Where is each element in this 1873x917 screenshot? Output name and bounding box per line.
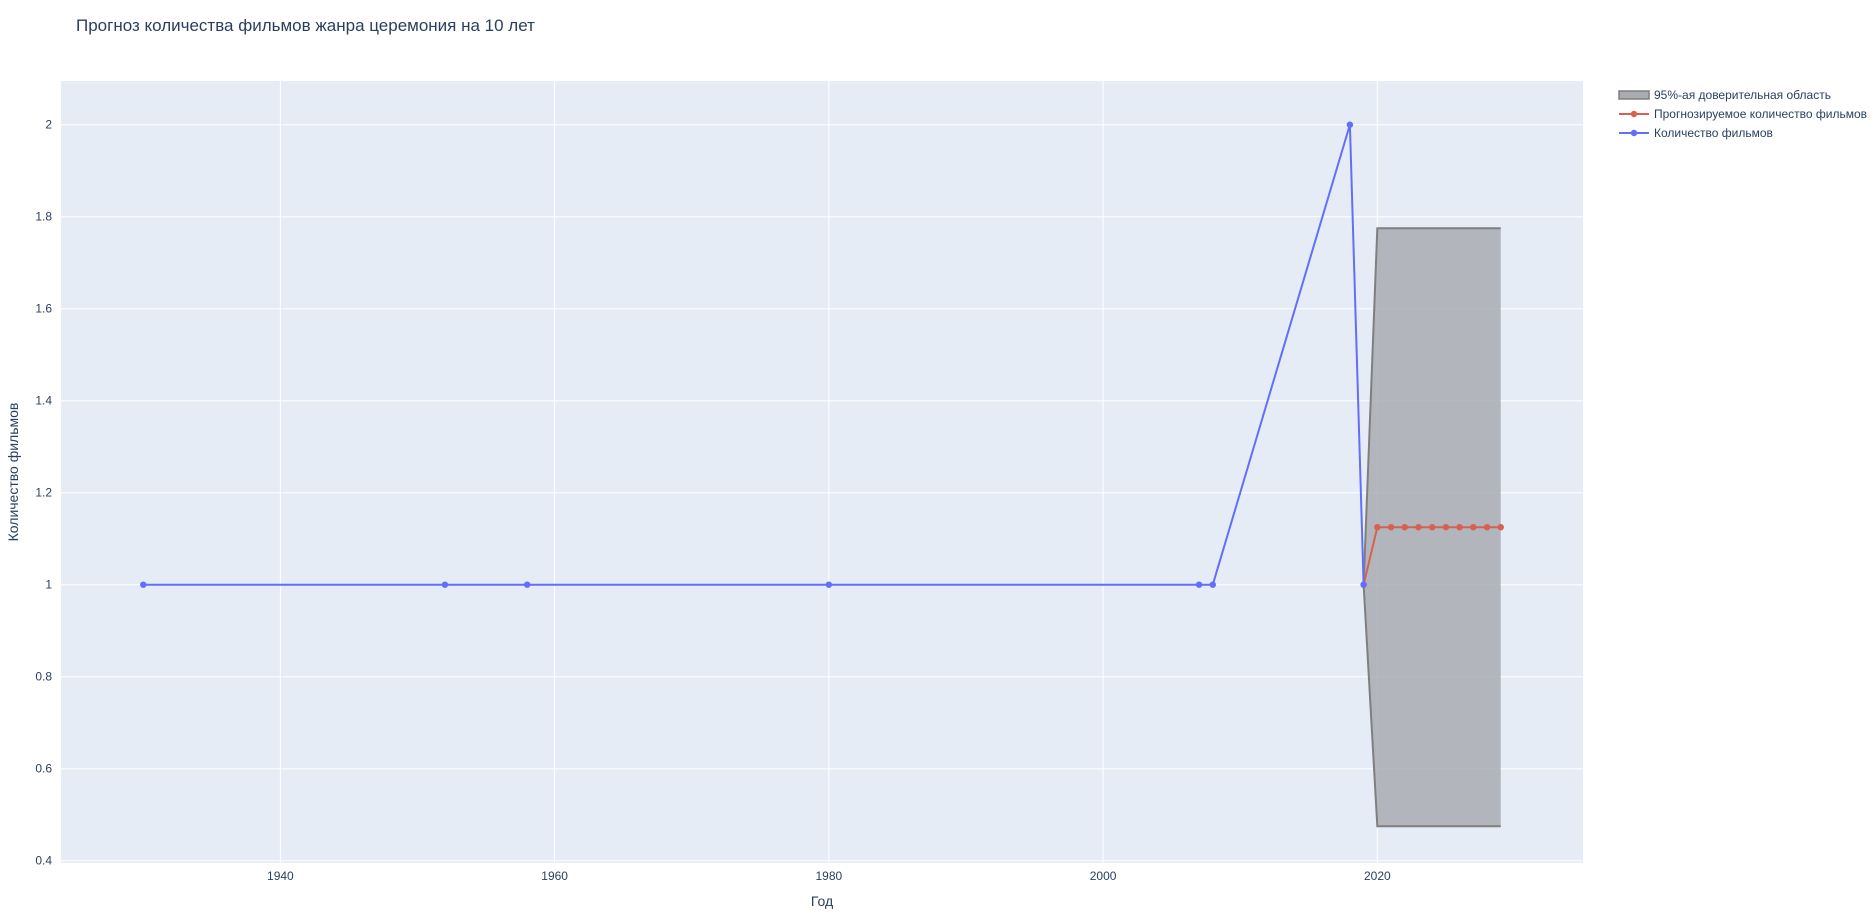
forecast-point[interactable] bbox=[1401, 524, 1408, 531]
plot-background bbox=[61, 81, 1583, 863]
forecast-point[interactable] bbox=[1483, 524, 1491, 531]
legend-label: 95%-ая доверительная область bbox=[1654, 88, 1831, 102]
y-tick-label: 1.4 bbox=[35, 394, 52, 408]
forecast-point[interactable] bbox=[1415, 524, 1422, 531]
actual-point[interactable] bbox=[1346, 121, 1354, 128]
actual-line bbox=[143, 124, 1365, 586]
actual-series bbox=[140, 121, 1367, 588]
y-tick-label: 1.6 bbox=[35, 302, 52, 316]
actual-point[interactable] bbox=[140, 581, 147, 588]
legend-label: Прогнозируемое количество фильмов bbox=[1654, 107, 1867, 121]
forecast-point[interactable] bbox=[1428, 524, 1436, 531]
legend-swatch-marker bbox=[1630, 110, 1638, 118]
y-tick-label: 2 bbox=[45, 118, 52, 132]
forecast-point[interactable] bbox=[1442, 524, 1450, 531]
forecast-point[interactable] bbox=[1497, 524, 1504, 531]
y-tick-label: 1 bbox=[45, 578, 52, 592]
legend-item[interactable]: 95%-ая доверительная область bbox=[1618, 88, 1831, 102]
forecast-point[interactable] bbox=[1456, 524, 1463, 531]
legend-item[interactable]: Количество фильмов bbox=[1619, 126, 1773, 140]
forecast-series bbox=[1360, 524, 1504, 588]
actual-point[interactable] bbox=[441, 581, 449, 588]
actual-point[interactable] bbox=[1360, 581, 1367, 588]
legend-label: Количество фильмов bbox=[1654, 126, 1773, 140]
confidence-band-lower bbox=[1362, 584, 1501, 828]
forecast-point[interactable] bbox=[1470, 524, 1477, 531]
actual-point[interactable] bbox=[825, 581, 833, 588]
y-tick-label: 0.4 bbox=[35, 854, 52, 868]
y-tick-label: 1.8 bbox=[35, 210, 52, 224]
confidence-band-upper bbox=[1362, 227, 1501, 585]
y-tick-label: 0.8 bbox=[35, 670, 52, 684]
axis-ticks: 1940 1960 1980 2000 2020 0.4 0.6 0.8 1 1.2 1.4 1.6 1… bbox=[35, 118, 1391, 883]
actual-point[interactable] bbox=[1195, 581, 1203, 588]
x-axis-title: Год bbox=[811, 893, 833, 909]
forecast-point[interactable] bbox=[1374, 524, 1381, 531]
x-tick-label: 1960 bbox=[541, 869, 568, 883]
legend-item[interactable]: Прогнозируемое количество фильмов bbox=[1619, 107, 1867, 121]
y-tick-label: 1.2 bbox=[35, 486, 52, 500]
x-tick-label: 1940 bbox=[267, 869, 294, 883]
x-tick-label: 2020 bbox=[1364, 869, 1391, 883]
legend-swatch-band bbox=[1618, 90, 1650, 100]
x-tick-label: 2000 bbox=[1090, 869, 1117, 883]
series-layer bbox=[140, 121, 1504, 588]
actual-point[interactable] bbox=[523, 581, 531, 588]
y-tick-label: 0.6 bbox=[35, 762, 52, 776]
grid-lines bbox=[61, 81, 1583, 863]
legend[interactable]: 95%-ая доверительная область Прогнозируем… bbox=[1618, 88, 1867, 140]
legend-swatch-marker bbox=[1630, 129, 1638, 137]
chart-title: Прогноз количества фильмов жанра церемон… bbox=[76, 16, 535, 35]
forecast-point[interactable] bbox=[1387, 524, 1395, 531]
y-axis-title: Количество фильмов bbox=[5, 403, 21, 542]
x-tick-label: 1980 bbox=[816, 869, 843, 883]
actual-point[interactable] bbox=[1209, 581, 1216, 588]
